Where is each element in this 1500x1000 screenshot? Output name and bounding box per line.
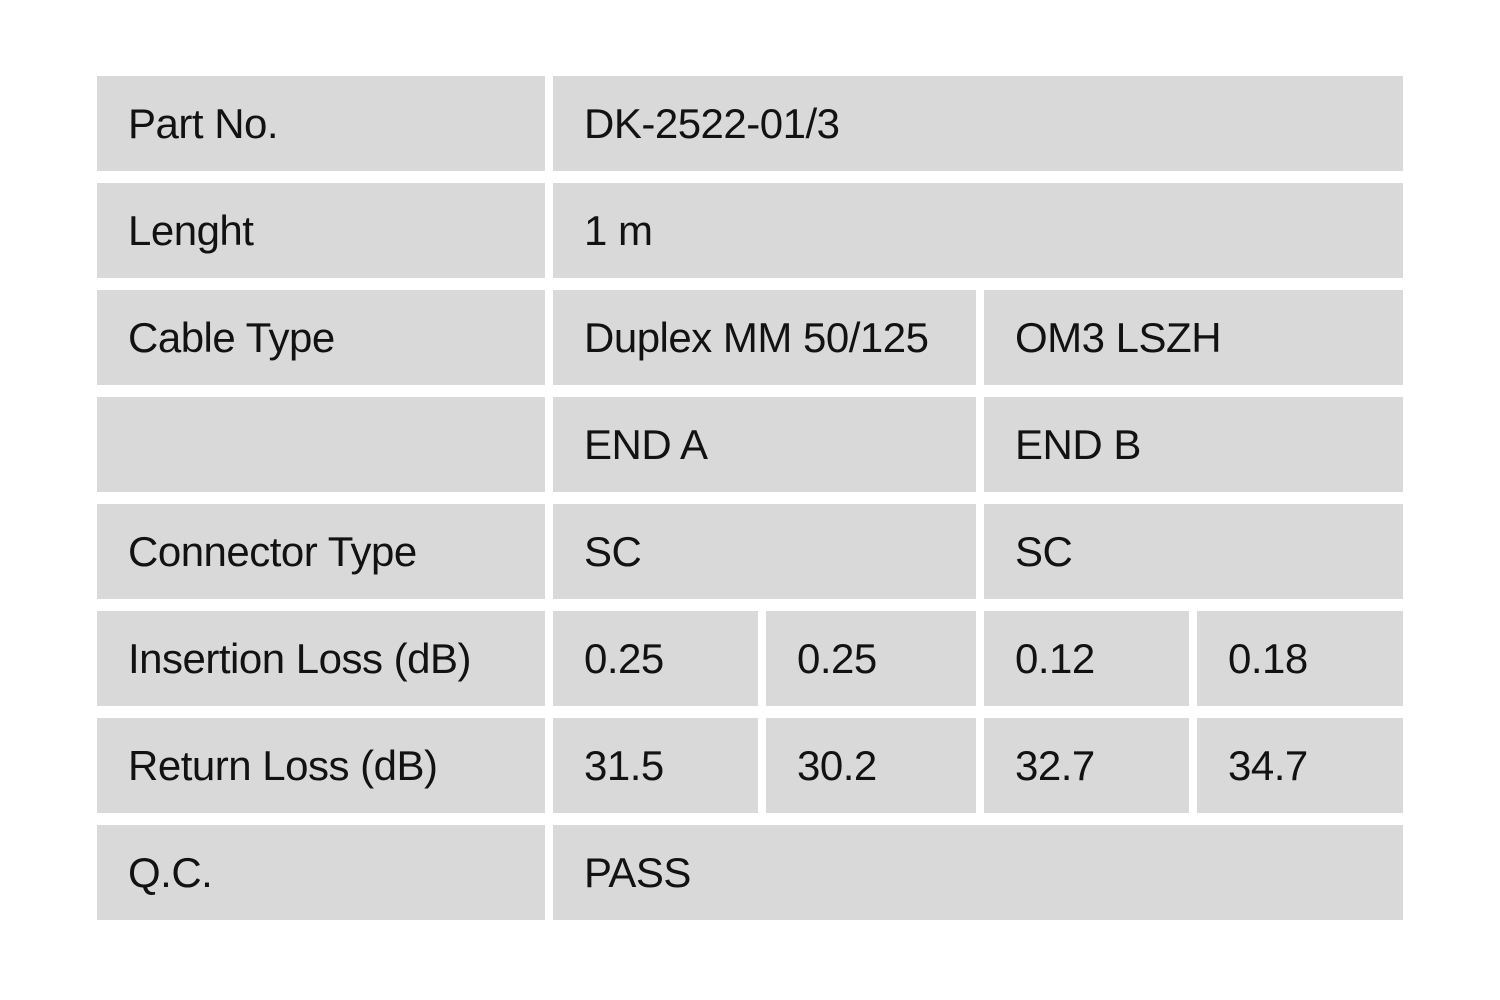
part-no-label: Part No. [97, 76, 545, 171]
connector-type-end-a: SC [553, 504, 976, 599]
cable-type-value-primary: Duplex MM 50/125 [553, 290, 976, 385]
insertion-loss-label: Insertion Loss (dB) [97, 611, 545, 706]
spec-table: Part No. DK-2522-01/3 Lenght 1 m Cable T… [97, 76, 1403, 920]
qc-value: PASS [553, 825, 1403, 920]
return-loss-end-b-1: 32.7 [984, 718, 1189, 813]
return-loss-end-a-2: 30.2 [766, 718, 976, 813]
insertion-loss-end-a-1: 0.25 [553, 611, 758, 706]
insertion-loss-end-b-1: 0.12 [984, 611, 1189, 706]
connector-type-end-b: SC [984, 504, 1403, 599]
end-a-header: END A [553, 397, 976, 492]
return-loss-end-b-2: 34.7 [1197, 718, 1403, 813]
insertion-loss-end-a-2: 0.25 [766, 611, 976, 706]
return-loss-end-a-1: 31.5 [553, 718, 758, 813]
end-header-spacer [97, 397, 545, 492]
qc-label: Q.C. [97, 825, 545, 920]
length-label: Lenght [97, 183, 545, 278]
return-loss-label: Return Loss (dB) [97, 718, 545, 813]
insertion-loss-end-b-2: 0.18 [1197, 611, 1403, 706]
cable-type-value-secondary: OM3 LSZH [984, 290, 1403, 385]
length-value: 1 m [553, 183, 1403, 278]
connector-type-label: Connector Type [97, 504, 545, 599]
part-no-value: DK-2522-01/3 [553, 76, 1403, 171]
end-b-header: END B [984, 397, 1403, 492]
cable-type-label: Cable Type [97, 290, 545, 385]
